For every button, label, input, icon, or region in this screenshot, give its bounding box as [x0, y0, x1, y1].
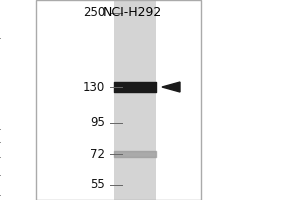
Text: 55: 55 [90, 178, 105, 191]
Bar [114, 0, 156, 200]
Text: 130: 130 [83, 81, 105, 94]
Text: 250: 250 [83, 6, 105, 19]
Text: NCI-H292: NCI-H292 [102, 6, 162, 19]
Text: 95: 95 [90, 116, 105, 129]
Polygon shape [162, 82, 180, 92]
Text: 72: 72 [90, 148, 105, 161]
